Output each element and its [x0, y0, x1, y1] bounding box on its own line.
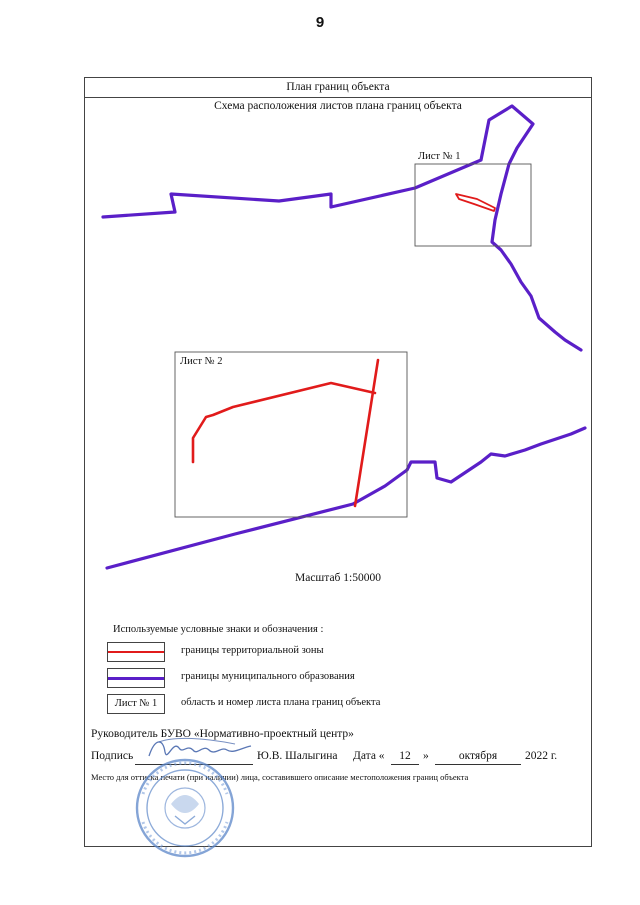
- date-year: 2022 г.: [525, 750, 558, 762]
- scale-label: Масштаб 1:50000: [295, 572, 381, 584]
- sheet-2-frame: [174, 351, 408, 518]
- legend-text-zone: границы территориальной зоны: [181, 645, 324, 656]
- legend-item-zone: границы территориальной зоны: [107, 642, 567, 664]
- territorial-zone-line: [191, 381, 377, 464]
- municipal-boundary-lower: [105, 426, 587, 570]
- date-label: Дата «: [353, 750, 385, 762]
- signer-name: Ю.В. Шалыгина: [257, 750, 338, 762]
- manager-line: Руководитель БУВО «Нормативно-проектный …: [91, 728, 354, 740]
- plan-title: План границ объекта: [85, 78, 591, 98]
- signature-row: Подпись Ю.В. Шалыгина Дата « 12 » октябр…: [91, 750, 591, 768]
- date-quote-close: »: [423, 750, 429, 762]
- sheet-sample-box: Лист № 1: [107, 694, 165, 714]
- date-month: октября: [435, 750, 521, 765]
- zone-boundary-swatch: [107, 642, 165, 662]
- municipal-boundary-upper: [101, 104, 583, 352]
- legend-item-municipal: границы муниципального образования: [107, 668, 567, 690]
- stamp-note: Место для оттиска печати (при наличии) л…: [91, 772, 469, 782]
- sheet-1-label: Лист № 1: [418, 151, 461, 162]
- sheet-2-label: Лист № 2: [180, 356, 223, 367]
- boundary-map: [101, 104, 587, 570]
- page-number: 9: [315, 14, 325, 31]
- legend-item-sheet: Лист № 1 область и номер листа плана гра…: [107, 694, 567, 716]
- official-stamp: [135, 758, 235, 858]
- date-day: 12: [391, 750, 419, 765]
- handwritten-signature: [148, 737, 252, 757]
- scheme-title: Схема расположения листов плана границ о…: [214, 100, 462, 112]
- legend-text-municipal: границы муниципального образования: [181, 671, 355, 682]
- sheet-1-frame: [414, 163, 532, 247]
- legend-text-sheet: область и номер листа плана границ объек…: [181, 697, 381, 708]
- signature-field: [135, 750, 253, 765]
- signature-label: Подпись: [91, 750, 134, 762]
- territorial-zone-cross-line: [353, 358, 380, 508]
- territorial-zone-small: [455, 193, 496, 212]
- legend-heading: Используемые условные знаки и обозначени…: [113, 624, 324, 635]
- municipal-boundary-swatch: [107, 668, 165, 688]
- plan-frame: План границ объекта Схема расположения л…: [84, 77, 592, 858]
